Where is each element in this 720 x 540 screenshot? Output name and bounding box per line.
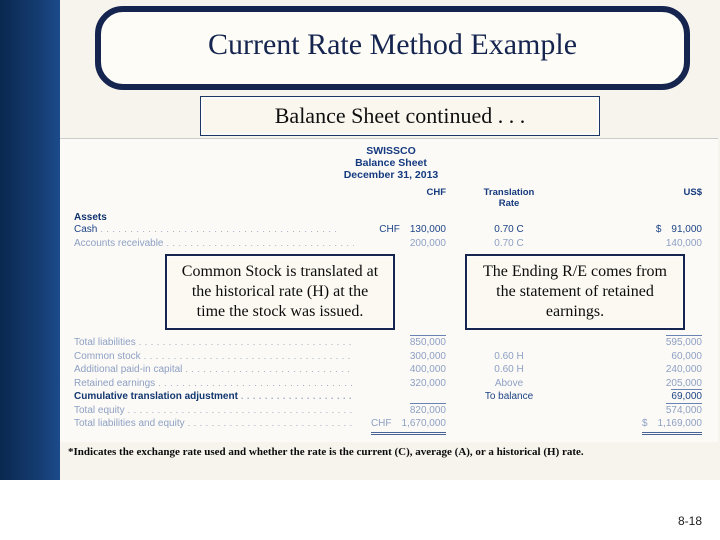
row-rate (464, 336, 554, 350)
statement-date: December 31, 2013 (74, 169, 708, 181)
table-row: Total equity 820,000 574,000 (74, 404, 708, 418)
row-usd: 595,000 (554, 336, 708, 350)
table-row: Retained earnings 320,000Above205,000 (74, 377, 708, 391)
row-chf: 200,000 (354, 237, 464, 251)
callout-retained-earnings: The Ending R/E comes from the statement … (465, 254, 685, 330)
row-label: Cumulative translation adjustment (74, 391, 238, 402)
row-rate (464, 404, 554, 418)
row-label: Cash (74, 224, 97, 235)
row-chf: 300,000 (354, 350, 464, 364)
footnote: *Indicates the exchange rate used and wh… (62, 442, 718, 462)
footer-bar: 8-18 (0, 480, 720, 540)
column-headers: CHF Translation Rate US$ (74, 187, 708, 209)
row-usd: 69,000 (554, 390, 708, 404)
left-accent-sidebar (0, 0, 60, 480)
row-chf: CHF 1,670,000 (354, 417, 464, 435)
row-label: Additional paid-in capital (74, 364, 182, 375)
row-chf: 400,000 (354, 363, 464, 377)
table-row: Total liabilities 850,000 595,000 (74, 336, 708, 350)
row-usd: 205,000 (554, 377, 708, 391)
row-rate: Above (464, 377, 554, 391)
col-head-rate: Translation Rate (464, 187, 554, 209)
row-chf: 820,000 (354, 404, 464, 418)
row-rate: 0.60 H (464, 350, 554, 364)
row-usd: $ 91,000 (554, 223, 708, 237)
sheet-header: SWISSCO Balance Sheet December 31, 2013 (74, 145, 708, 181)
row-rate: To balance (464, 390, 554, 404)
company-name: SWISSCO (74, 145, 708, 157)
slide-main-panel: Current Rate Method Example Balance Shee… (60, 0, 720, 480)
row-usd: 574,000 (554, 404, 708, 418)
slide-title-box: Current Rate Method Example (95, 6, 690, 90)
row-chf (354, 390, 464, 404)
table-row: Cash CHF 130,0000.70 C$ 91,000 (74, 223, 708, 237)
row-rate: 0.70 C (464, 223, 554, 237)
row-chf: CHF 130,000 (354, 223, 464, 237)
row-label: Total equity (74, 405, 125, 416)
row-chf: 320,000 (354, 377, 464, 391)
row-label: Total liabilities (74, 337, 136, 348)
table-row: Accounts receivable 200,0000.70 C140,000 (74, 237, 708, 251)
statement-name: Balance Sheet (74, 157, 708, 169)
row-label: Retained earnings (74, 378, 155, 389)
callout-common-stock: Common Stock is translated at the histor… (165, 254, 395, 330)
subtitle: Balance Sheet continued . . . (209, 103, 591, 129)
row-rate (464, 417, 554, 435)
table-row: Total liabilities and equity CHF 1,670,00… (74, 417, 708, 435)
col-head-chf: CHF (354, 187, 464, 209)
row-usd: 140,000 (554, 237, 708, 251)
row-usd: 240,000 (554, 363, 708, 377)
table-row: Additional paid-in capital 400,0000.60 H2… (74, 363, 708, 377)
col-head-usd: US$ (554, 187, 708, 209)
row-label: Accounts receivable (74, 238, 164, 249)
table-rows-bottom: Total liabilities850,000595,000Common st… (74, 336, 708, 435)
assets-section-label: Assets (74, 212, 708, 223)
row-usd: $ 1,169,000 (554, 417, 708, 435)
row-label: Total liabilities and equity (74, 418, 185, 429)
row-usd: 60,000 (554, 350, 708, 364)
table-row: Cumulative translation adjustment To bala… (74, 390, 708, 404)
page-number: 8-18 (678, 514, 702, 528)
row-chf: 850,000 (354, 336, 464, 350)
table-row: Common stock 300,0000.60 H60,000 (74, 350, 708, 364)
row-rate: 0.70 C (464, 237, 554, 251)
row-rate: 0.60 H (464, 363, 554, 377)
slide-title: Current Rate Method Example (111, 28, 674, 62)
row-label: Common stock (74, 351, 141, 362)
subtitle-box: Balance Sheet continued . . . (200, 96, 600, 136)
table-rows-top: CashCHF 130,0000.70 C$ 91,000Accounts re… (74, 223, 708, 250)
